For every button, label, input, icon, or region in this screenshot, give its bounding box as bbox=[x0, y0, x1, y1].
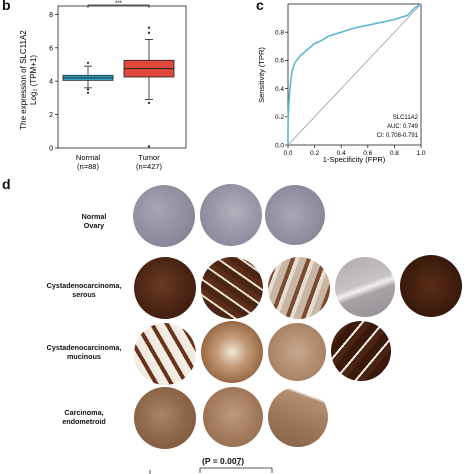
tissue-core-image bbox=[200, 184, 262, 246]
y-tick-label: 6 bbox=[49, 45, 53, 52]
tissue-core-image bbox=[201, 321, 263, 383]
roc-legend-auc: AUC: 0.749 bbox=[387, 124, 419, 130]
y-tick-label: 0.6 bbox=[275, 58, 284, 65]
roc-chart: Sensitivity (TPR) 1-Specificity (FPR) 0.… bbox=[257, 3, 426, 164]
x-tick-label: 0.8 bbox=[390, 150, 399, 157]
group-label-tumor: Tumor bbox=[138, 153, 160, 162]
roc-diagonal bbox=[287, 3, 422, 146]
tissue-core-image bbox=[268, 323, 326, 381]
tissue-core-image bbox=[331, 321, 391, 381]
x-tick-label: 0.6 bbox=[363, 150, 372, 157]
outlier-point bbox=[147, 31, 151, 34]
outlier-point bbox=[147, 26, 151, 29]
row-label-normal-ovary: Normal Ovary bbox=[81, 212, 107, 230]
outlier-point bbox=[147, 101, 151, 104]
row-label-serous: Cystadenocarcinoma, serous bbox=[46, 281, 122, 299]
tissue-core-image bbox=[134, 323, 196, 385]
row-label-endometroid: Carcinoma, endometroid bbox=[62, 408, 106, 426]
roc-curve-slc11a2 bbox=[287, 3, 422, 145]
tissue-core-image bbox=[268, 387, 328, 447]
tissue-core-image bbox=[203, 387, 263, 447]
group-n-tumor: (n=427) bbox=[136, 162, 163, 171]
boxplot-chart: The expression of SLC11A2 Log₂ (TPM+1) 0… bbox=[19, 1, 187, 171]
significance-stars: *** bbox=[115, 1, 123, 7]
outlier-point bbox=[147, 145, 151, 148]
y-tick-label: 0 bbox=[49, 146, 53, 153]
y-tick-label: 0.2 bbox=[275, 114, 284, 121]
row-label-mucinous: Cystadenocarcinoma, mucinous bbox=[46, 343, 122, 361]
y-tick-label: 2 bbox=[49, 112, 53, 119]
y-tick-label: 0.4 bbox=[275, 86, 284, 93]
tissue-core-image bbox=[400, 255, 462, 317]
panel-letter-b: b bbox=[2, 0, 11, 13]
p-value-label: (P = 0.007) bbox=[202, 456, 245, 466]
tissue-core-image bbox=[134, 387, 196, 449]
roc-frame bbox=[287, 3, 422, 146]
x-tick-label: 0.4 bbox=[337, 150, 346, 157]
roc-xlabel: 1-Specificity (FPR) bbox=[323, 155, 386, 164]
panel-letter-c: c bbox=[256, 0, 264, 13]
x-tick-label: 0.0 bbox=[283, 150, 292, 157]
boxplot-frame bbox=[57, 5, 187, 149]
tissue-core-image bbox=[265, 185, 325, 245]
y-tick-label: 0.0 bbox=[275, 142, 284, 149]
tissue-core-image bbox=[134, 257, 196, 319]
roc-legend-name: SLC11A2 bbox=[393, 115, 419, 121]
boxplot-ylabel-line2: Log₂ (TPM+1) bbox=[29, 55, 38, 105]
x-tick-label: 1.0 bbox=[416, 150, 425, 157]
tissue-core-image bbox=[335, 257, 395, 317]
tissue-core-image bbox=[133, 185, 195, 247]
group-n-normal: (n=88) bbox=[77, 162, 99, 171]
outlier-point bbox=[86, 61, 90, 64]
y-tick-label: 8 bbox=[49, 12, 53, 19]
y-tick-label: 4 bbox=[49, 79, 53, 86]
outlier-point bbox=[86, 88, 90, 91]
tissue-core-image bbox=[268, 257, 330, 319]
outlier-point bbox=[86, 91, 90, 94]
group-label-normal: Normal bbox=[76, 153, 101, 162]
panel-letter-d: d bbox=[2, 176, 11, 192]
tissue-core-image bbox=[201, 257, 263, 319]
significance-bracket bbox=[87, 4, 150, 8]
roc-ylabel: Sensitivity (TPR) bbox=[257, 47, 266, 103]
bottom-bracket bbox=[149, 467, 273, 474]
boxplot-ylabel-line1: The expression of SLC11A2 bbox=[19, 30, 28, 130]
y-tick-label: 0.8 bbox=[275, 30, 284, 37]
p-value-stars: ** bbox=[236, 464, 241, 470]
roc-legend-ci: CI: 0.708-0.791 bbox=[377, 133, 419, 139]
x-tick-label: 0.2 bbox=[310, 150, 319, 157]
